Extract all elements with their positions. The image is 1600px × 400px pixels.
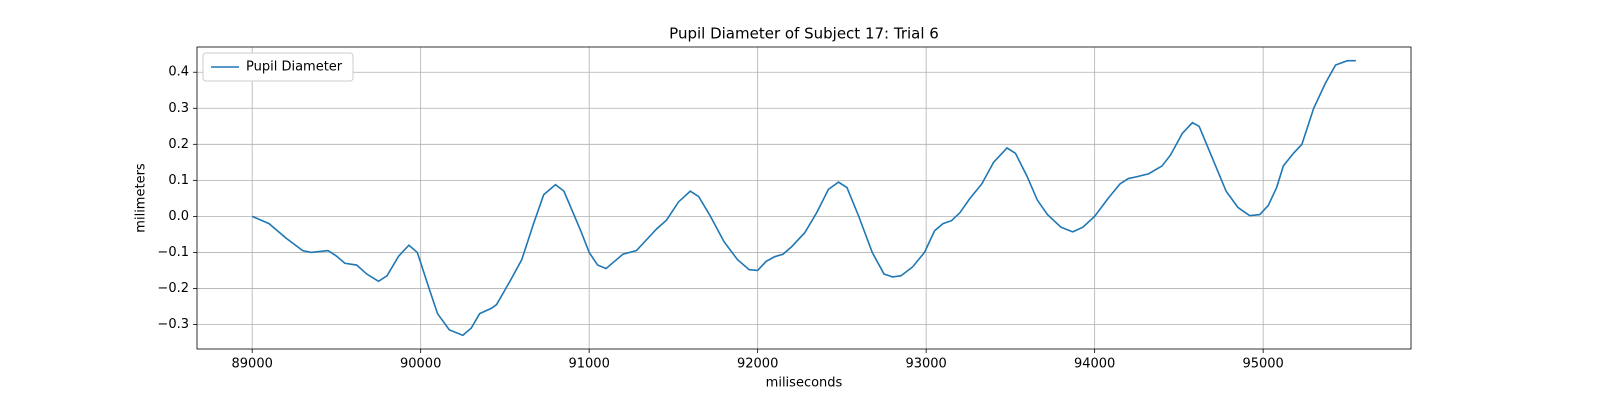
y-tick-label: 0.0	[168, 209, 189, 224]
x-tick-label: 94000	[1074, 357, 1115, 372]
x-tick-label: 89000	[232, 357, 273, 372]
data-line	[251, 59, 1356, 337]
y-tick-label: −0.1	[157, 245, 189, 260]
y-tick-label: 0.2	[168, 137, 189, 152]
x-tick-label: 90000	[400, 357, 441, 372]
x-tick-label: 92000	[737, 357, 778, 372]
y-tick-label: 0.1	[168, 173, 189, 188]
y-axis-label: milimeters	[134, 163, 149, 233]
chart-title: Pupil Diameter of Subject 17: Trial 6	[669, 25, 939, 43]
x-tick-label: 95000	[1242, 357, 1283, 372]
y-tick-label: −0.2	[157, 281, 189, 296]
legend-label: Pupil Diameter	[246, 60, 343, 75]
x-axis-label: miliseconds	[766, 376, 843, 391]
plot-frame	[196, 46, 1412, 350]
y-tick-label: −0.3	[157, 317, 189, 332]
y-tick-label: 0.4	[168, 65, 189, 80]
legend-box	[202, 52, 354, 82]
y-tick-label: 0.3	[168, 101, 189, 116]
x-tick-label: 91000	[568, 357, 609, 372]
x-tick-label: 93000	[905, 357, 946, 372]
